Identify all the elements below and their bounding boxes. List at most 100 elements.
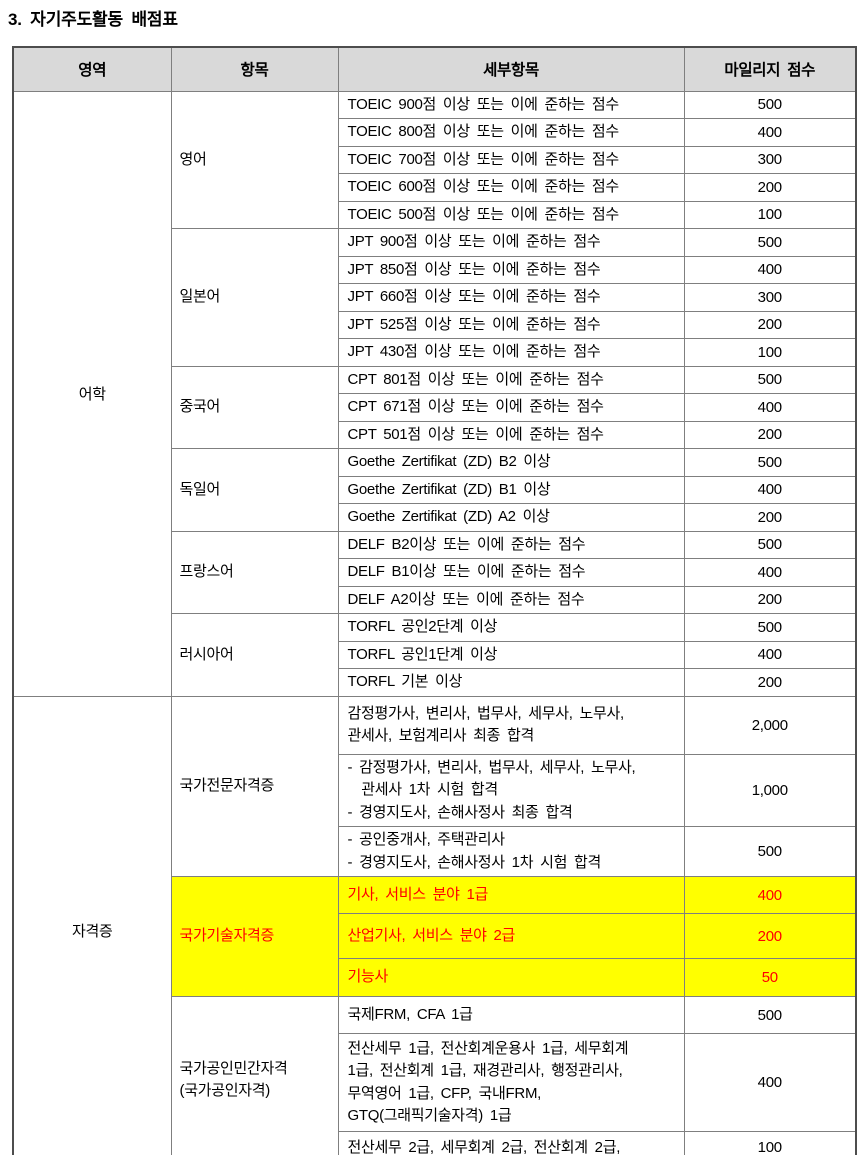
detail-cell: CPT 801점 이상 또는 이에 준하는 점수	[337, 365, 685, 394]
score-cell: 400	[683, 118, 857, 147]
detail-cell: TORFL 공인1단계 이상	[337, 640, 685, 669]
table-row: TOEIC 500점 이상 또는 이에 준하는 점수 100	[13, 200, 857, 229]
group-cell-english: 영어	[170, 90, 339, 229]
score-cell: 400	[683, 640, 857, 669]
score-cell: 100	[683, 1131, 857, 1155]
detail-cell: - 감정평가사, 변리사, 법무사, 세무사, 노무사, 관세사 1차 시험 합…	[337, 753, 685, 827]
table-row: JPT 525점 이상 또는 이에 준하는 점수 200	[13, 310, 857, 339]
score-cell: 1,000	[683, 753, 857, 827]
table-row: TOEIC 600점 이상 또는 이에 준하는 점수 200	[13, 173, 857, 202]
detail-cell: TOEIC 700점 이상 또는 이에 준하는 점수	[337, 145, 685, 174]
detail-cell: JPT 525점 이상 또는 이에 준하는 점수	[337, 310, 685, 339]
col-header-item: 항목	[170, 46, 339, 92]
group-cell-national-professional-cert: 국가전문자격증	[170, 695, 339, 877]
detail-cell: JPT 900점 이상 또는 이에 준하는 점수	[337, 228, 685, 257]
score-cell: 500	[683, 365, 857, 394]
score-cell: 200	[683, 503, 857, 532]
table-row: 자격증 국가전문자격증 감정평가사, 변리사, 법무사, 세무사, 노무사, 관…	[12, 695, 857, 1155]
table-row: 국가공인민간자격 (국가공인자격) 국제FRM, CFA 1급 500	[13, 996, 857, 1155]
detail-cell: Goethe Zertifikat (ZD) B2 이상	[337, 448, 685, 477]
table-row: 어학 영어 TOEIC 900점 이상 또는 이에 준하는 점수 500	[12, 90, 857, 697]
detail-cell: Goethe Zertifikat (ZD) B1 이상	[337, 475, 685, 504]
detail-cell: DELF B2이상 또는 이에 준하는 점수	[337, 530, 685, 559]
detail-cell: TOEIC 600점 이상 또는 이에 준하는 점수	[337, 173, 685, 202]
table-row: 러시아어 TORFL 공인2단계 이상 500	[13, 613, 857, 697]
area-cell-certificate: 자격증	[12, 695, 172, 1155]
table-row: TOEIC 800점 이상 또는 이에 준하는 점수 400	[13, 118, 857, 147]
score-cell: 400	[683, 475, 857, 504]
table-row: 전산세무 2급, 세무회계 2급, 전산회계 2급, 100	[13, 1131, 857, 1155]
score-cell: 200	[683, 913, 857, 959]
table-row-highlighted: 기능사 50	[13, 958, 857, 997]
col-header-score: 마일리지 점수	[683, 46, 857, 92]
table-row: TORFL 공인1단계 이상 400	[13, 640, 857, 669]
detail-cell: 국제FRM, CFA 1급	[337, 996, 685, 1034]
score-cell: 400	[683, 393, 857, 422]
table-row: 전산세무 1급, 전산회계운용사 1급, 세무회계 1급, 전산회계 1급, 재…	[13, 1033, 857, 1132]
detail-cell: DELF B1이상 또는 이에 준하는 점수	[337, 558, 685, 587]
table-row: Goethe Zertifikat (ZD) B1 이상 400	[13, 475, 857, 504]
group-cell-russian: 러시아어	[170, 613, 339, 697]
score-cell: 100	[683, 200, 857, 229]
table-row: TOEIC 700점 이상 또는 이에 준하는 점수 300	[13, 145, 857, 174]
score-cell: 200	[683, 668, 857, 697]
score-cell: 300	[683, 283, 857, 312]
detail-cell: JPT 850점 이상 또는 이에 준하는 점수	[337, 255, 685, 284]
table-row: JPT 660점 이상 또는 이에 준하는 점수 300	[13, 283, 857, 312]
score-cell: 300	[683, 145, 857, 174]
score-cell: 500	[683, 228, 857, 257]
score-cell: 500	[683, 613, 857, 642]
detail-cell: 기능사	[337, 958, 685, 997]
table-row: 일본어 JPT 900점 이상 또는 이에 준하는 점수 500	[13, 228, 857, 367]
table-row: Goethe Zertifikat (ZD) A2 이상 200	[13, 503, 857, 532]
score-cell: 200	[683, 420, 857, 449]
score-cell: 500	[683, 90, 857, 119]
detail-cell: TOEIC 500점 이상 또는 이에 준하는 점수	[337, 200, 685, 229]
group-cell-japanese: 일본어	[170, 228, 339, 367]
detail-cell: JPT 660점 이상 또는 이에 준하는 점수	[337, 283, 685, 312]
table-row: CPT 501점 이상 또는 이에 준하는 점수 200	[13, 420, 857, 449]
detail-cell: 감정평가사, 변리사, 법무사, 세무사, 노무사, 관세사, 보험계리사 최종…	[337, 695, 685, 755]
detail-cell: - 공인중개사, 주택관리사 - 경영지도사, 손해사정사 1차 시험 합격	[337, 826, 685, 877]
group-cell-german: 독일어	[170, 448, 339, 532]
table-row: - 공인중개사, 주택관리사 - 경영지도사, 손해사정사 1차 시험 합격 5…	[13, 826, 857, 877]
col-header-detail: 세부항목	[337, 46, 685, 92]
mileage-score-table: 영역 항목 세부항목 마일리지 점수 어학 영어 TOEIC 900점 이상 또…	[12, 46, 857, 1155]
group-cell-national-technical-cert: 국가기술자격증	[170, 876, 339, 997]
table-row-highlighted: 산업기사, 서비스 분야 2급 200	[13, 913, 857, 959]
score-cell: 400	[683, 255, 857, 284]
detail-cell: Goethe Zertifikat (ZD) A2 이상	[337, 503, 685, 532]
detail-cell: TORFL 공인2단계 이상	[337, 613, 685, 642]
detail-cell: CPT 671점 이상 또는 이에 준하는 점수	[337, 393, 685, 422]
table-header-row: 영역 항목 세부항목 마일리지 점수	[12, 46, 857, 92]
detail-cell: CPT 501점 이상 또는 이에 준하는 점수	[337, 420, 685, 449]
col-header-area: 영역	[12, 46, 172, 92]
detail-cell: 산업기사, 서비스 분야 2급	[337, 913, 685, 959]
detail-cell: TOEIC 800점 이상 또는 이에 준하는 점수	[337, 118, 685, 147]
score-cell: 50	[683, 958, 857, 997]
score-cell: 400	[683, 876, 857, 914]
detail-cell: TORFL 기본 이상	[337, 668, 685, 697]
table-row: CPT 671점 이상 또는 이에 준하는 점수 400	[13, 393, 857, 422]
score-cell: 500	[683, 530, 857, 559]
detail-cell: 전산세무 1급, 전산회계운용사 1급, 세무회계 1급, 전산회계 1급, 재…	[337, 1033, 685, 1132]
table-row: JPT 430점 이상 또는 이에 준하는 점수 100	[13, 338, 857, 367]
table-row: DELF A2이상 또는 이에 준하는 점수 200	[13, 585, 857, 614]
detail-cell: TOEIC 900점 이상 또는 이에 준하는 점수	[337, 90, 685, 119]
score-cell: 500	[683, 996, 857, 1034]
detail-cell: 전산세무 2급, 세무회계 2급, 전산회계 2급,	[337, 1131, 685, 1155]
detail-cell: JPT 430점 이상 또는 이에 준하는 점수	[337, 338, 685, 367]
table-row: 프랑스어 DELF B2이상 또는 이에 준하는 점수 500	[13, 530, 857, 614]
score-cell: 200	[683, 310, 857, 339]
table-row: 독일어 Goethe Zertifikat (ZD) B2 이상 500	[13, 448, 857, 532]
score-cell: 2,000	[683, 695, 857, 755]
group-cell-french: 프랑스어	[170, 530, 339, 614]
page-title: 3. 자기주도활동 배점표	[8, 10, 178, 29]
score-cell: 200	[683, 173, 857, 202]
table-row: JPT 850점 이상 또는 이에 준하는 점수 400	[13, 255, 857, 284]
score-cell: 400	[683, 558, 857, 587]
table-row: DELF B1이상 또는 이에 준하는 점수 400	[13, 558, 857, 587]
table-row-highlighted: 국가기술자격증 기사, 서비스 분야 1급 400	[13, 876, 857, 997]
score-cell: 400	[683, 1033, 857, 1132]
